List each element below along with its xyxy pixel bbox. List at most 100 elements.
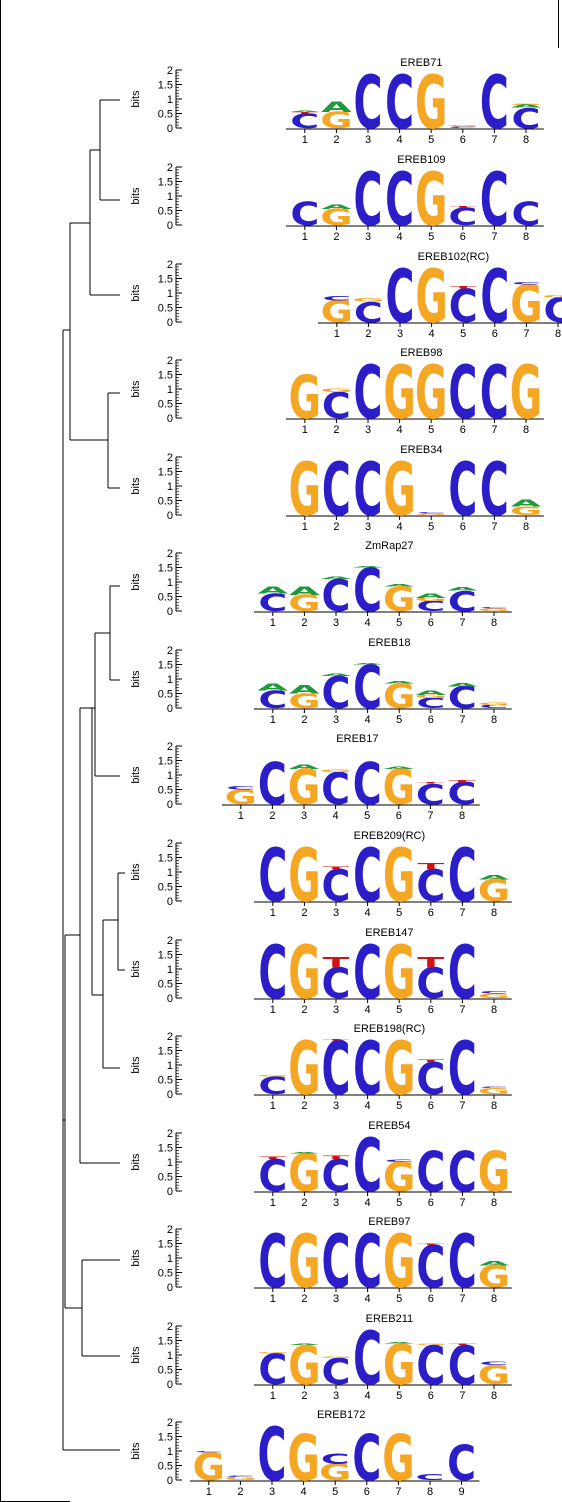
nucleotide-letter: G xyxy=(320,1356,352,1358)
position-label: 7 xyxy=(459,907,465,919)
nucleotide-letter: C xyxy=(321,1451,350,1467)
position-label: 6 xyxy=(428,1100,434,1112)
nucleotide-letter: A xyxy=(352,566,383,568)
nucleotide-letter: G xyxy=(383,349,415,435)
nucleotide-letter: C xyxy=(322,959,351,1008)
position-label: 6 xyxy=(428,714,434,726)
nucleotide-letter: G xyxy=(510,274,542,335)
position-label: 1 xyxy=(270,1004,276,1016)
position-label: 6 xyxy=(428,1293,434,1305)
nucleotide-letter: G xyxy=(415,253,447,339)
nucleotide-letter: C xyxy=(194,1451,223,1453)
y-tick-label: 0 xyxy=(167,1379,173,1391)
nucleotide-letter: C xyxy=(416,1473,445,1482)
nucleotide-letter: G xyxy=(288,929,320,1015)
nucleotide-letter: C xyxy=(290,110,319,133)
y-tick-label: 0.5 xyxy=(158,399,173,411)
position-label: 2 xyxy=(301,714,307,726)
nucleotide-letter: C xyxy=(448,1218,477,1304)
y-tick-label: 0.5 xyxy=(158,689,173,701)
nucleotide-letter: G xyxy=(510,504,542,518)
nucleotide-letter: T xyxy=(450,286,477,290)
position-label: 5 xyxy=(428,134,434,146)
position-label: 4 xyxy=(365,617,371,629)
nucleotide-letter: G xyxy=(383,929,415,1015)
nucleotide-letter: C xyxy=(448,1140,477,1205)
nucleotide-letter: G xyxy=(478,1360,510,1390)
nucleotide-letter: C xyxy=(447,1436,476,1492)
nucleotide-letter: T xyxy=(259,1156,286,1160)
y-tick-label: 1 xyxy=(167,964,173,976)
nucleotide-letter: C xyxy=(258,1150,287,1201)
nucleotide-letter: G xyxy=(289,363,321,433)
nucleotide-letter: T xyxy=(323,1039,350,1041)
y-tick-label: 0.5 xyxy=(158,979,173,991)
y-axis-label: bits xyxy=(130,477,142,495)
nucleotide-letter: C xyxy=(352,1422,381,1495)
nucleotide-letter: A xyxy=(321,99,352,115)
nucleotide-letter: A xyxy=(321,673,352,677)
nucleotide-letter: G xyxy=(415,597,447,602)
nucleotide-letter: T xyxy=(417,782,444,784)
nucleotide-letter: G xyxy=(287,1422,319,1495)
position-label: 4 xyxy=(365,1197,371,1209)
nucleotide-letter: C xyxy=(480,991,509,995)
motif-title: EREB18 xyxy=(368,637,410,649)
y-tick-label: 2 xyxy=(167,838,173,850)
nucleotide-letter: C xyxy=(354,59,383,145)
position-label: 2 xyxy=(301,1390,307,1402)
position-label: 5 xyxy=(396,1390,402,1402)
nucleotide-letter: G xyxy=(478,1140,510,1205)
nucleotide-letter: C xyxy=(353,1025,382,1111)
nucleotide-letter: C xyxy=(258,1411,287,1497)
nucleotide-letter: G xyxy=(383,1025,415,1111)
nucleotide-letter: A xyxy=(447,683,478,688)
nucleotide-letter: C xyxy=(416,1140,445,1205)
position-label: 8 xyxy=(491,1004,497,1016)
y-tick-label: 0 xyxy=(167,606,173,618)
position-label: 4 xyxy=(365,714,371,726)
y-tick-label: 1.5 xyxy=(158,950,173,962)
position-label: 3 xyxy=(333,1004,339,1016)
position-label: 4 xyxy=(365,907,371,919)
nucleotide-letter: C xyxy=(353,929,382,1015)
y-tick-label: 0.5 xyxy=(158,592,173,604)
position-label: 5 xyxy=(428,521,434,533)
nucleotide-letter: G xyxy=(383,760,415,816)
y-tick-label: 2 xyxy=(167,259,173,271)
nucleotide-letter: G xyxy=(321,296,353,330)
nucleotide-letter: C xyxy=(512,103,541,136)
y-tick-label: 0.5 xyxy=(158,1268,173,1280)
position-label: 4 xyxy=(365,1100,371,1112)
nucleotide-letter: G xyxy=(288,690,320,713)
y-tick-label: 0 xyxy=(167,220,173,232)
y-tick-label: 0.5 xyxy=(158,109,173,121)
nucleotide-letter: G xyxy=(320,107,352,133)
nucleotide-letter: C xyxy=(480,253,509,339)
position-label: 5 xyxy=(396,617,402,629)
nucleotide-letter: A xyxy=(289,764,320,771)
nucleotide-letter: A xyxy=(258,681,290,693)
y-tick-label: 1 xyxy=(167,481,173,493)
nucleotide-letter: G xyxy=(288,1025,320,1111)
y-axis-label: bits xyxy=(130,573,142,591)
y-tick-label: 1 xyxy=(167,1060,173,1072)
nucleotide-letter: G xyxy=(288,760,320,816)
nucleotide-letter: G xyxy=(224,1476,256,1481)
position-label: 3 xyxy=(365,134,371,146)
y-tick-label: 1.5 xyxy=(158,563,173,575)
nucleotide-letter: C xyxy=(322,1218,351,1304)
y-tick-label: 0 xyxy=(167,703,173,715)
y-tick-label: 2 xyxy=(167,1417,173,1429)
position-label: 6 xyxy=(428,1390,434,1402)
nucleotide-letter: G xyxy=(478,1087,510,1096)
position-label: 8 xyxy=(491,907,497,919)
position-label: 5 xyxy=(396,714,402,726)
y-tick-label: 1.5 xyxy=(158,1432,173,1444)
y-tick-label: 1 xyxy=(167,1350,173,1362)
nucleotide-letter: C xyxy=(448,1335,477,1398)
position-label: 4 xyxy=(397,521,403,533)
nucleotide-letter: G xyxy=(415,513,447,515)
